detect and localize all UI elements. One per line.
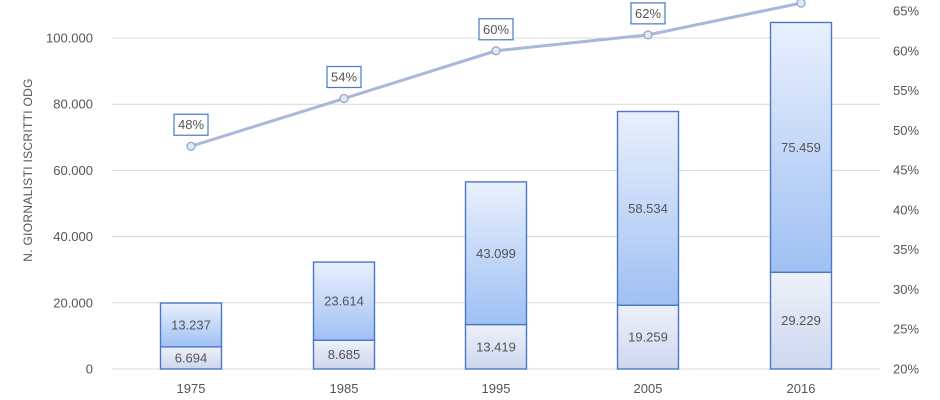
percentage-label-box bbox=[326, 65, 362, 89]
y-tick-label: 80.000 bbox=[53, 97, 93, 112]
bar-segment-bottom bbox=[312, 339, 376, 370]
percentage-label: 48% bbox=[178, 117, 204, 132]
bar-segment-top bbox=[769, 21, 833, 273]
bar-data-label: 43.099 bbox=[476, 246, 516, 261]
bar-data-label: 29.229 bbox=[781, 313, 821, 328]
percentage-marker bbox=[186, 141, 196, 151]
bar-data-label: 75.459 bbox=[781, 140, 821, 155]
bar-segment-bottom bbox=[464, 323, 528, 370]
percentage-marker bbox=[339, 93, 349, 104]
y2-tick-label: 40% bbox=[893, 202, 919, 217]
bar-data-label: 13.419 bbox=[476, 339, 516, 354]
x-tick-label: 1995 bbox=[482, 381, 511, 396]
bar-data-label: 23.614 bbox=[324, 294, 364, 309]
x-tick-label: 1975 bbox=[177, 381, 206, 396]
y-tick-label: 0 bbox=[86, 362, 93, 377]
y2-tick-label: 55% bbox=[893, 83, 919, 98]
y2-tick-label: 45% bbox=[893, 163, 919, 178]
percentage-label: 54% bbox=[331, 70, 357, 85]
y-tick-label: 60.000 bbox=[53, 163, 93, 178]
bar-data-label: 58.534 bbox=[628, 201, 668, 216]
x-tick-label: 2005 bbox=[634, 381, 663, 396]
bar-segment-top bbox=[464, 181, 528, 326]
y2-tick-label: 65% bbox=[893, 4, 919, 19]
percentage-marker bbox=[491, 46, 501, 56]
bar-segment-top bbox=[159, 302, 223, 348]
y-tick-label: 20.000 bbox=[53, 295, 93, 310]
bars bbox=[159, 21, 833, 370]
y-axis-title: N. GIORNALISTI ISCRITTI ODG bbox=[21, 78, 35, 261]
labels: 0 20.000 40.000 60.000 80.000 100.000 20% 25% 30… bbox=[46, 2, 919, 396]
bar-segment-top bbox=[616, 110, 680, 306]
y2-tick-label: 60% bbox=[893, 43, 919, 58]
percentage-line bbox=[186, 0, 806, 151]
x-tick-label: 1985 bbox=[330, 381, 359, 396]
percentage-label-box bbox=[173, 113, 209, 136]
percentage-label-box bbox=[630, 2, 666, 25]
percentage-label-box bbox=[478, 18, 514, 41]
y2-tick-label: 30% bbox=[893, 282, 919, 297]
percentage-label: 60% bbox=[483, 22, 509, 37]
percentage-marker bbox=[796, 0, 806, 8]
percentage-label: 62% bbox=[635, 6, 661, 21]
y2-tick-label: 50% bbox=[893, 123, 919, 138]
bar-segment-bottom bbox=[616, 304, 680, 370]
bar-segment-top bbox=[312, 261, 376, 341]
y-tick-label: 40.000 bbox=[53, 229, 93, 244]
y2-tick-label: 20% bbox=[893, 362, 919, 377]
y2-tick-label: 35% bbox=[893, 242, 919, 257]
y-tick-label: 100.000 bbox=[46, 31, 93, 46]
bar-data-label: 13.237 bbox=[171, 317, 211, 332]
bar-data-label: 8.685 bbox=[328, 347, 361, 362]
bar-data-label: 19.259 bbox=[628, 330, 668, 345]
bar-segment-bottom bbox=[769, 271, 833, 370]
bar-data-label: 6.694 bbox=[175, 350, 208, 365]
x-tick-label: 2016 bbox=[787, 381, 816, 396]
y2-tick-label: 25% bbox=[893, 322, 919, 337]
percentage-marker bbox=[643, 30, 653, 40]
